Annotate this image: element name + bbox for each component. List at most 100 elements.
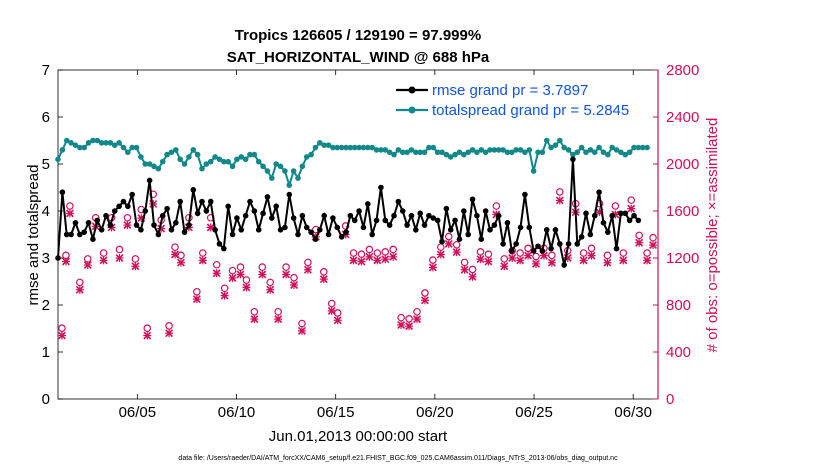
rmse-point: [474, 212, 480, 219]
rmse-point: [199, 198, 205, 205]
left-tick-label: 2: [42, 297, 50, 314]
obs-possible-marker: [242, 276, 251, 284]
rmse-point: [378, 184, 384, 191]
totalspread-point: [286, 182, 293, 188]
obs-assimilated-marker: [250, 315, 259, 324]
obs-assimilated-marker: [555, 196, 564, 205]
legend: rmse grand pr = 3.7897 totalspread grand…: [392, 78, 650, 122]
rmse-point: [264, 194, 271, 200]
rmse-point: [247, 198, 253, 205]
totalspread-point: [247, 151, 253, 158]
obs-possible-marker: [282, 263, 290, 271]
rmse-point: [133, 222, 140, 228]
totalspread-point: [338, 144, 345, 151]
legend-rmse-label: rmse grand pr = 3.7897: [432, 82, 588, 99]
totalspread-point: [578, 144, 585, 151]
rmse-point: [465, 231, 471, 238]
rmse-point: [194, 210, 201, 217]
legend-rmse-marker: [408, 86, 416, 94]
totalspread-point: [120, 144, 127, 151]
obs-possible-marker: [429, 256, 437, 264]
obs-possible-marker: [635, 231, 643, 240]
obs-possible-marker: [228, 266, 237, 275]
totalspread-point: [308, 151, 314, 158]
obs-assimilated-marker: [266, 285, 275, 294]
totalspread-point: [312, 144, 319, 151]
totalspread-point: [94, 137, 101, 144]
obs-possible-marker: [123, 213, 132, 222]
left-tick-label: 6: [42, 109, 50, 126]
rmse-point: [421, 222, 428, 228]
rmse-point: [351, 217, 358, 224]
rmse-point: [426, 212, 432, 219]
totalspread-point: [413, 149, 419, 156]
obs-assimilated-marker: [212, 269, 221, 278]
rmse-point: [203, 208, 210, 214]
obs-possible-marker: [304, 258, 312, 267]
totalspread-point: [177, 156, 183, 163]
obs-possible-marker: [556, 188, 564, 196]
obs-possible-marker: [198, 249, 207, 257]
totalspread-point: [495, 147, 502, 153]
totalspread-point: [255, 158, 262, 165]
obs-possible-marker: [468, 265, 477, 274]
obs-assimilated-marker: [176, 258, 185, 267]
x-tick-label: 06/20: [416, 404, 454, 421]
obs-assimilated-marker: [389, 252, 398, 261]
totalspread-point: [622, 151, 629, 158]
right-axis-ticks: 0 400 800 1200 1600 2000 2400 2800: [653, 62, 699, 408]
rmse-point: [526, 224, 533, 231]
rmse-point: [164, 205, 170, 212]
rmse-point: [461, 208, 467, 214]
rmse-point: [591, 212, 598, 219]
x-tick-label: 06/15: [317, 404, 355, 421]
obs-assimilated-marker: [444, 239, 453, 248]
totalspread-point: [85, 140, 92, 146]
rmse-point: [186, 222, 192, 228]
rmse-point: [94, 217, 101, 224]
obs-possible-marker: [389, 245, 398, 254]
totalspread-point: [561, 144, 567, 151]
totalspread-point: [207, 158, 214, 165]
totalspread-point: [430, 144, 437, 151]
rmse-point: [343, 229, 349, 235]
totalspread-point: [351, 144, 358, 151]
rmse-point: [373, 217, 380, 224]
totalspread-point: [63, 137, 70, 144]
totalspread-point: [491, 147, 498, 153]
totalspread-point: [356, 144, 362, 151]
totalspread-point: [81, 144, 87, 151]
totalspread-point: [216, 156, 223, 163]
rmse-series: [55, 156, 642, 268]
totalspread-point: [404, 149, 410, 156]
totalspread-point: [439, 149, 445, 156]
totalspread-point: [72, 142, 79, 148]
legend-spread-marker: [408, 106, 416, 114]
totalspread-point: [574, 149, 581, 156]
rmse-point: [72, 219, 79, 226]
rmse-point: [55, 255, 61, 261]
obs-possible-marker: [649, 233, 657, 242]
obs-possible-marker: [274, 307, 282, 316]
obs-possible-marker: [258, 263, 267, 271]
totalspread-point: [133, 144, 140, 151]
obs-possible-marker: [643, 249, 651, 257]
rmse-point: [495, 212, 502, 219]
obs-possible-marker: [349, 249, 358, 257]
rmse-point: [517, 224, 524, 231]
obs-possible-marker: [66, 202, 74, 210]
totalspread-point: [469, 147, 476, 153]
obs-assimilated-marker: [258, 270, 267, 279]
obs-possible-marker: [99, 249, 108, 257]
totalspread-point: [116, 140, 122, 146]
obs-assimilated-marker: [198, 256, 207, 265]
rmse-point: [487, 227, 493, 233]
rmse-point: [605, 229, 611, 235]
rmse-point: [159, 212, 166, 219]
totalspread-point: [548, 144, 554, 151]
totalspread-point: [347, 144, 354, 151]
rmse-point: [365, 201, 371, 207]
x-axis-label: Jun.01,2013 00:00:00 start: [269, 428, 448, 445]
totalspread-point: [146, 161, 153, 167]
obs-assimilated-marker: [349, 256, 358, 265]
